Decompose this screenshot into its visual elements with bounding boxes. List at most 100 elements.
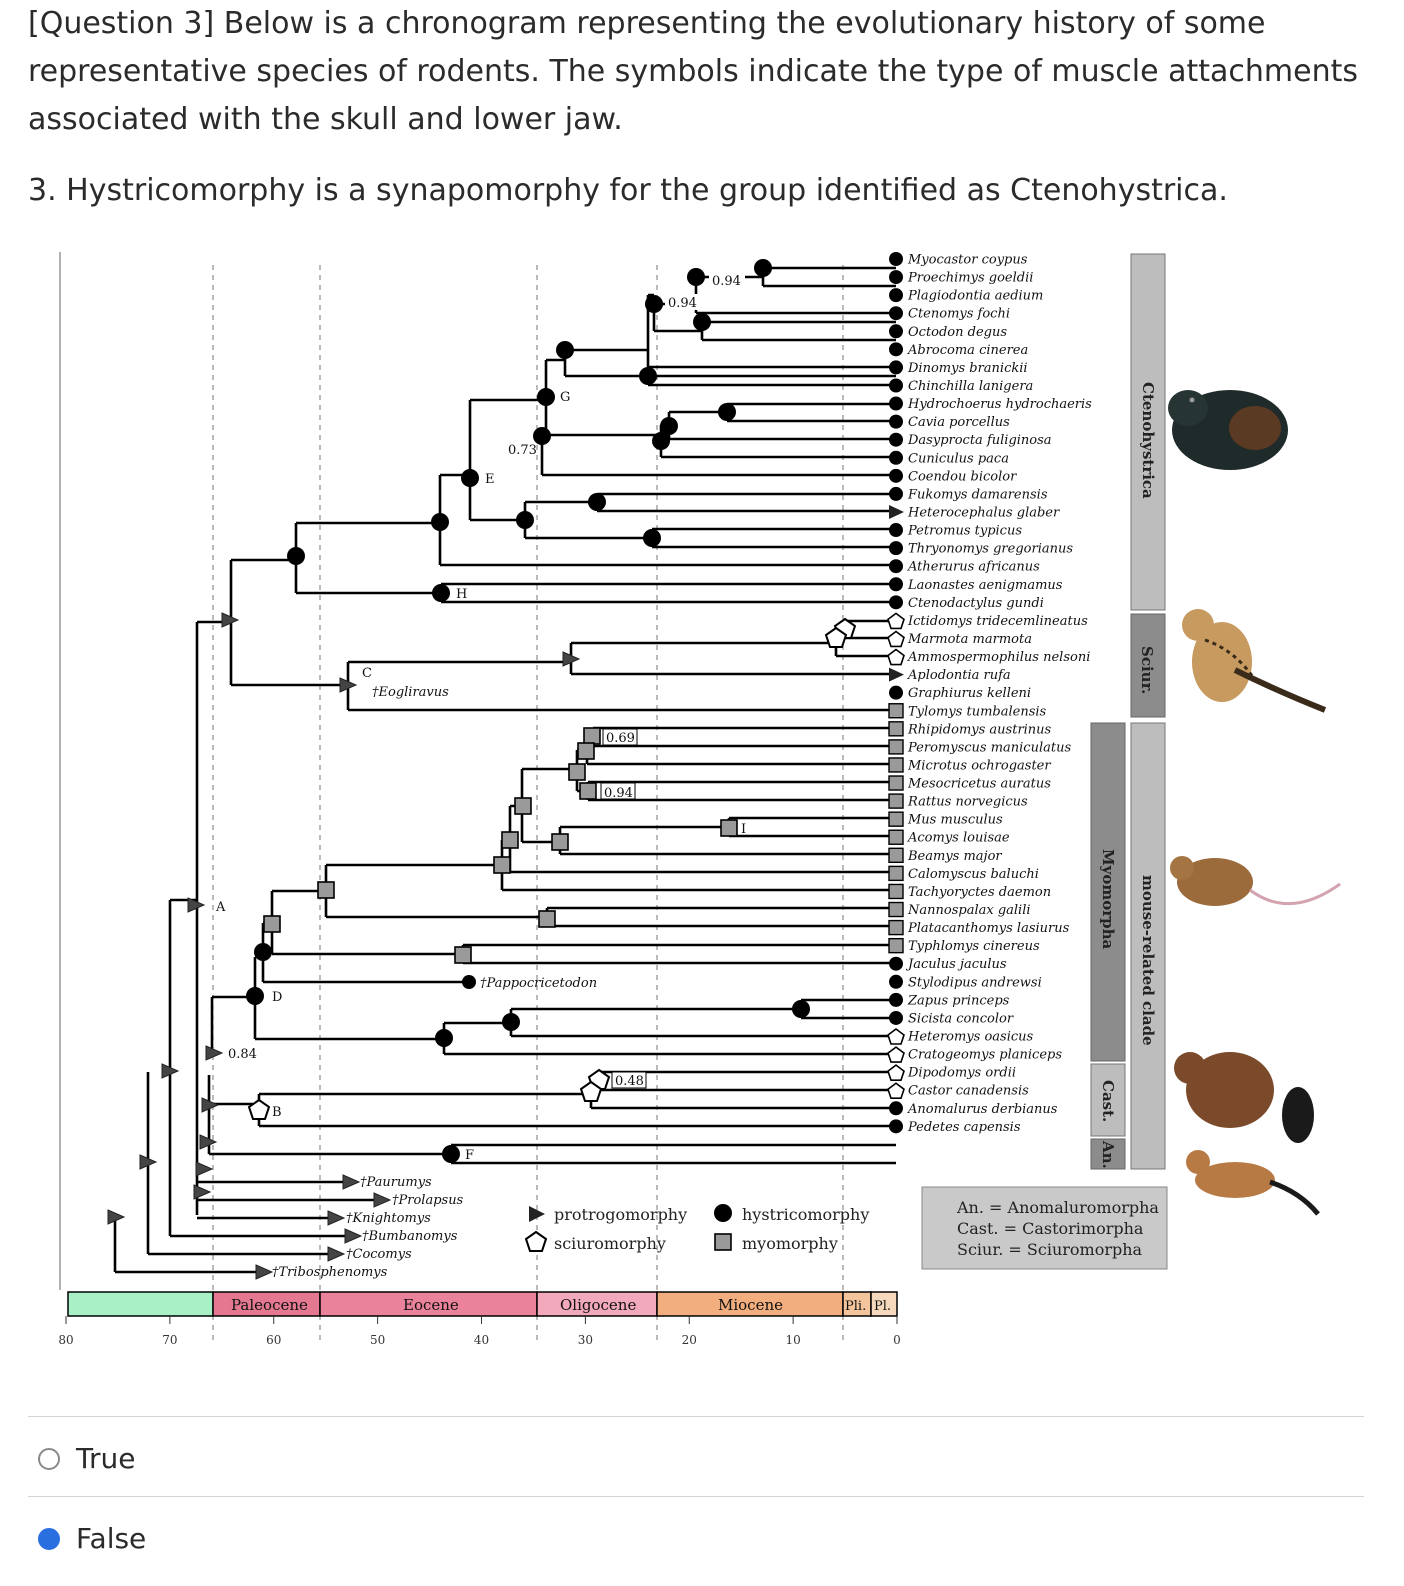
option-false[interactable]: False bbox=[38, 1522, 146, 1555]
taxon-name: Coendou bicolor bbox=[908, 469, 1017, 484]
hystricomorphy-node-markers bbox=[246, 259, 810, 1163]
tip-marker-myomorphy bbox=[888, 937, 904, 954]
tip-marker-protrogomorphy bbox=[889, 667, 904, 682]
taxon-name: Castor canadensis bbox=[908, 1084, 1029, 1099]
tip-marker-hystricomorphy bbox=[889, 342, 903, 357]
node-letters: A B C D E F G H I bbox=[215, 390, 746, 1163]
tip-marker-hystricomorphy bbox=[889, 306, 903, 321]
taxon-name: Cratogeomys planiceps bbox=[908, 1048, 1062, 1063]
fossil-knightomys: †Knightomys bbox=[346, 1211, 431, 1226]
tip-marker-hystricomorphy bbox=[889, 414, 903, 429]
divider-bottom bbox=[28, 1496, 1364, 1497]
taxon-name: Mesocricetus auratus bbox=[907, 777, 1051, 792]
epoch-eocene bbox=[319, 1291, 538, 1317]
divider-top bbox=[28, 1416, 1364, 1417]
beaver-illustration bbox=[1174, 1052, 1314, 1143]
tip-marker-hystricomorphy bbox=[889, 450, 903, 465]
tip-marker-sciuromorphy bbox=[887, 612, 905, 630]
tip-marker-hystricomorphy bbox=[889, 324, 903, 339]
abbreviation-box: An. = Anomaluromorpha Cast. = Castorimor… bbox=[921, 1186, 1168, 1270]
epoch-cretaceous bbox=[67, 1291, 214, 1317]
tip-marker-hystricomorphy bbox=[889, 486, 903, 501]
tip-marker-hystricomorphy bbox=[889, 577, 903, 592]
mouse-illustration bbox=[1170, 856, 1341, 906]
epoch-label-pleistocene: Pl. bbox=[874, 1299, 891, 1314]
epoch-label-eocene: Eocene bbox=[403, 1296, 459, 1314]
radio-false-selected[interactable] bbox=[38, 1527, 60, 1550]
epoch-label-pliocene: Pli. bbox=[845, 1299, 866, 1314]
tip-marker-hystricomorphy bbox=[889, 685, 903, 700]
tip-marker-hystricomorphy bbox=[889, 432, 903, 447]
tip-marker-hystricomorphy bbox=[889, 956, 903, 971]
fossil-pappocricetodon: †Pappocricetodon bbox=[480, 976, 597, 991]
legend-sciuromorphy: sciuromorphy bbox=[554, 1234, 666, 1253]
tip-marker-myomorphy bbox=[888, 847, 904, 864]
support-value: 0.84 bbox=[228, 1047, 257, 1062]
taxon-name: Nannospalax galili bbox=[907, 903, 1031, 918]
tip-marker-myomorphy bbox=[888, 919, 904, 936]
taxon-name: Thryonomys gregorianus bbox=[908, 542, 1073, 557]
sciuromorphy-node-markers bbox=[247, 617, 857, 1120]
tip-marker-myomorphy bbox=[888, 775, 904, 791]
node-label-b: B bbox=[272, 1105, 282, 1120]
axis-tick-label: 60 bbox=[266, 1333, 281, 1347]
tip-marker-myomorphy bbox=[888, 883, 904, 900]
node-label-c: C bbox=[362, 666, 372, 681]
tip-marker-myomorphy bbox=[888, 829, 904, 845]
taxon-name: Platacanthomys lasiurus bbox=[907, 921, 1070, 936]
radio-true[interactable] bbox=[38, 1447, 60, 1470]
taxon-name: Dipodomys ordii bbox=[907, 1066, 1016, 1081]
taxon-name: Chinchilla lanigera bbox=[908, 379, 1033, 394]
fossil-labels: †Eogliravus †Pappocricetodon †Paurumys †… bbox=[272, 685, 597, 1280]
taxon-name: Ctenomys fochi bbox=[908, 307, 1010, 322]
clade-bars: Ctenohystrica Sciur. Myomorpha mouse-rel… bbox=[1090, 253, 1166, 1170]
abbr-an: An. = Anomaluromorpha bbox=[956, 1198, 1159, 1217]
support-value: 0.94 bbox=[668, 296, 697, 311]
tip-marker-hystricomorphy bbox=[889, 468, 903, 483]
taxon-name: Dasyprocta fuliginosa bbox=[907, 433, 1052, 448]
timescale bbox=[67, 1291, 898, 1317]
taxon-name: Calomyscus baluchi bbox=[908, 867, 1039, 882]
taxon-name: Graphiurus kelleni bbox=[908, 686, 1031, 701]
taxon-name: Heterocephalus glaber bbox=[907, 505, 1060, 520]
support-value: 0.69 bbox=[606, 731, 635, 746]
node-label-a: A bbox=[215, 900, 226, 915]
tip-marker-sciuromorphy bbox=[887, 1064, 905, 1081]
support-value: 0.73 bbox=[508, 443, 537, 458]
tip-marker-sciuromorphy bbox=[887, 1046, 905, 1063]
taxon-name: Dinomys branickii bbox=[907, 361, 1028, 376]
support-value: 0.94 bbox=[712, 274, 741, 289]
guinea-pig-illustration bbox=[1168, 390, 1288, 470]
tip-marker-sciuromorphy bbox=[887, 1028, 905, 1045]
tip-marker-myomorphy bbox=[888, 721, 904, 737]
taxon-name: Myocastor coypus bbox=[907, 253, 1028, 268]
clade-mouse-related: mouse-related clade bbox=[1139, 875, 1157, 1046]
clade-ctenohystrica: Ctenohystrica bbox=[1139, 382, 1157, 499]
myomorphy-node-markers bbox=[263, 727, 738, 964]
node-label-i: I bbox=[741, 822, 746, 837]
chronogram-figure: 0.94 0.94 0.73 0.69 0.94 0.48 0.84 A B C… bbox=[58, 252, 1341, 1347]
tip-marker-hystricomorphy bbox=[889, 1119, 903, 1134]
taxon-name: Rattus norvegicus bbox=[907, 795, 1028, 810]
taxon-name: Ictidomys tridecemlineatus bbox=[907, 614, 1088, 629]
abbr-sciur: Sciur. = Sciuromorpha bbox=[957, 1240, 1143, 1259]
axis-tick-label: 30 bbox=[578, 1333, 593, 1347]
clade-cast: Cast. bbox=[1099, 1080, 1117, 1122]
option-true[interactable]: True bbox=[38, 1442, 135, 1475]
taxon-name: Rhipidomys austrinus bbox=[907, 722, 1052, 737]
axis-tick-label: 20 bbox=[682, 1333, 697, 1347]
springhare-illustration bbox=[1186, 1150, 1320, 1216]
tip-marker-hystricomorphy bbox=[889, 974, 903, 989]
tip-marker-myomorphy bbox=[888, 757, 904, 773]
tip-marker-myomorphy bbox=[888, 739, 904, 755]
tip-marker-hystricomorphy bbox=[889, 378, 903, 393]
tip-marker-hystricomorphy bbox=[889, 288, 903, 303]
fossil-prolapsus: †Prolapsus bbox=[392, 1193, 464, 1208]
protrogomorphy-node-markers bbox=[107, 612, 581, 1280]
tip-marker-hystricomorphy bbox=[889, 252, 903, 266]
fossil-bumbanomys: †Bumbanomys bbox=[362, 1229, 458, 1244]
tip-marker-myomorphy bbox=[888, 703, 904, 719]
abbr-cast: Cast. = Castorimorpha bbox=[957, 1219, 1144, 1238]
time-axis: 80 70 60 50 40 30 20 10 0 bbox=[58, 1316, 901, 1347]
tip-marker-sciuromorphy bbox=[887, 1082, 905, 1100]
